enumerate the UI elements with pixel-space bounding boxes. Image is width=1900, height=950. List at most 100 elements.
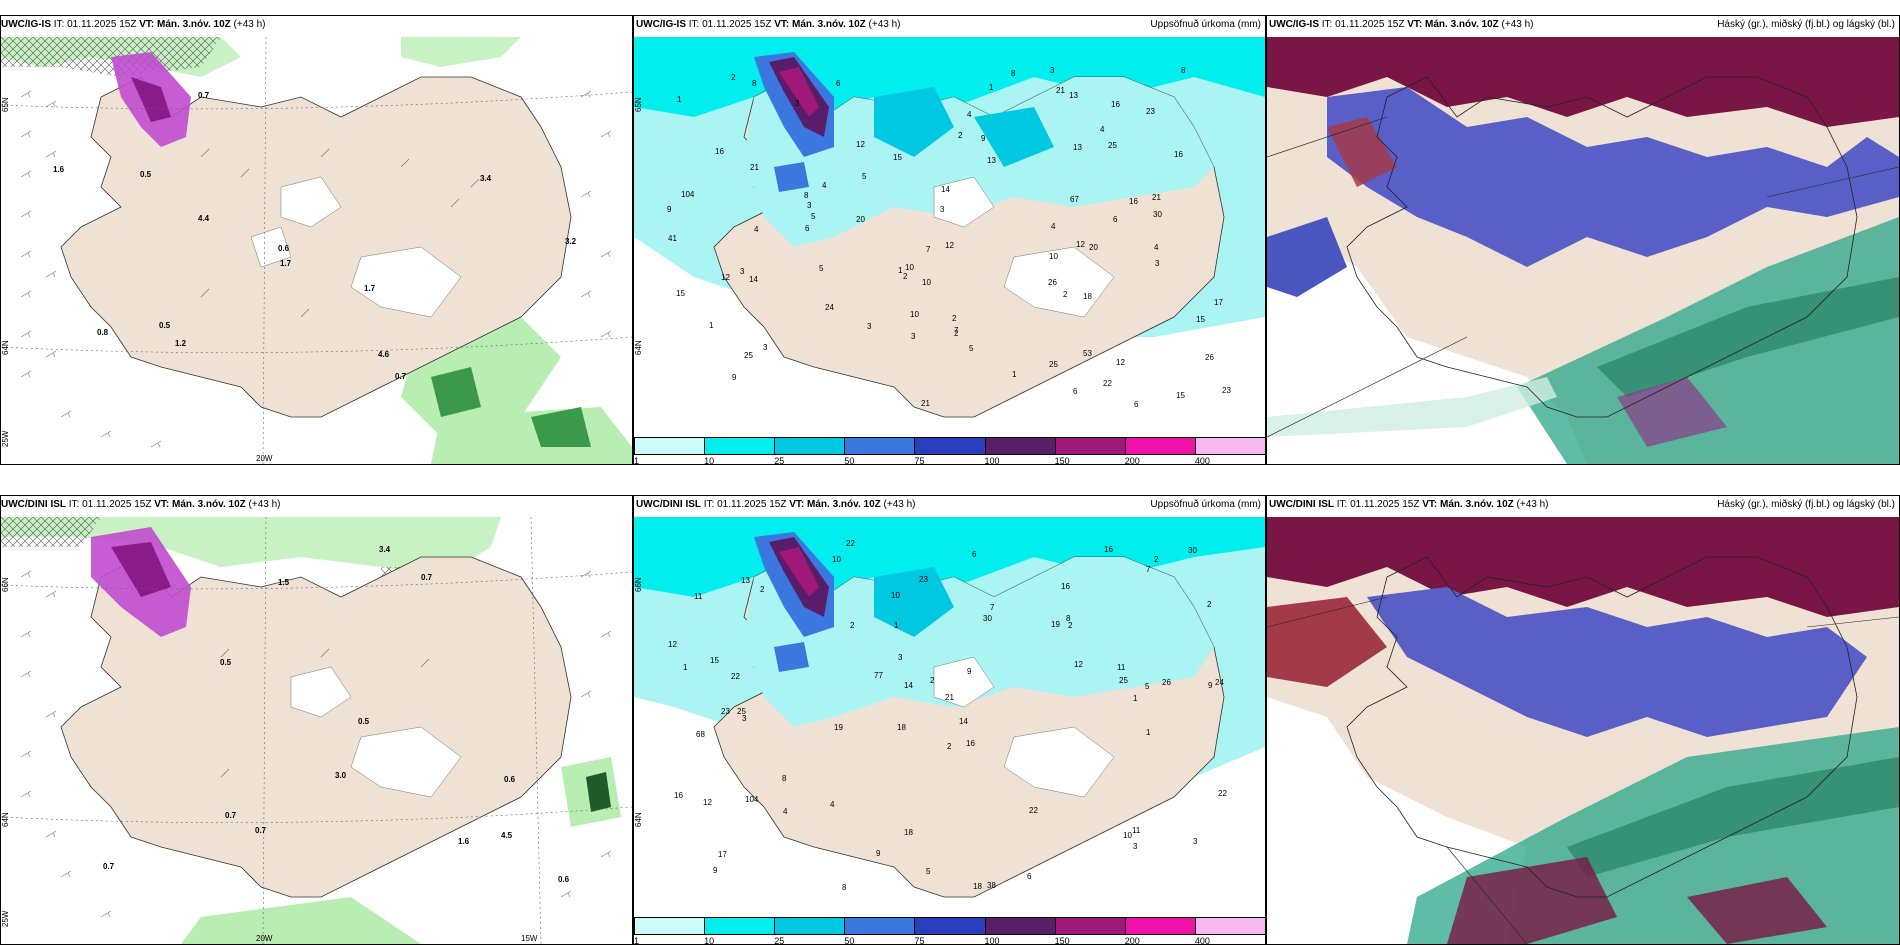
map-area [1267,517,1899,944]
value-label: 13 [1069,91,1078,100]
value-label: 24 [825,303,834,312]
colorbar-tick: 400 [1194,456,1210,465]
value-label: 3 [807,201,812,210]
value-label: 15 [1196,315,1205,324]
value-label: 0.5 [220,658,232,667]
value-label: 13 [741,576,750,585]
grid-line [1,336,632,353]
map-area: 66N 64N 25W 20W 15W 0.7 0.6 0.5 3.0 1.5 3.4 4.… [1,517,632,944]
colorbar-swatch [1194,437,1265,455]
value-label: 3 [1050,66,1055,75]
value-label: 26 [1162,678,1171,687]
lat-label: 64N [1,812,10,827]
value-label: 13 [987,156,996,165]
value-label: 8 [752,79,757,88]
value-label: 2 [903,272,908,281]
value-label: 16 [674,791,683,800]
precip-over-land [744,557,1214,727]
it-label: IT: [1321,19,1333,30]
value-label: 3 [742,714,747,723]
lon-label: 20W [256,934,273,943]
panel-header: UWC/IG-IS IT: 01.11.2025 15Z VT: Mán. 3.… [1,19,266,30]
value-label: 11 [1117,663,1126,672]
panel-header: UWC/DINI ISL IT: 01.11.2025 15Z VT: Mán.… [1,499,281,510]
value-label: 20 [856,215,865,224]
green-precip-core [531,407,591,447]
value-label: 8 [782,774,787,783]
value-label: 10 [910,310,919,319]
value-label: 7 [926,245,931,254]
colorbar-swatch [1054,437,1126,455]
value-label: 3 [867,322,872,331]
grid-line [530,517,542,944]
value-label: 1 [898,266,903,275]
value-label: 12 [856,140,865,149]
colorbar-tick: 1 [634,456,640,465]
green-precip-core [431,367,481,417]
colorbar-tick: 400 [1194,936,1210,945]
value-label: 1 [1012,370,1017,379]
colorbar-swatch [914,917,986,935]
value-label: 25 [1119,676,1128,685]
value-label: 15 [676,289,685,298]
glacier [933,176,995,228]
left-value-labels: 0.7 0.7 0.5 0.5 3.4 4.6 3.2 4.4 1.7 1.2 0.8 1.6 0.6 1… [53,91,577,381]
colorbar-swatch [914,437,986,455]
cloud-map-panel-2: UWC/DINI ISL IT: 01.11.2025 15Z VT: Mán.… [1266,495,1900,945]
value-label: 16 [1174,150,1183,159]
mid-cloud [1327,87,1899,267]
it-value: 01.11.2025 15Z [702,19,772,30]
value-label: 2 [850,621,855,630]
colorbar-tick: 150 [1054,936,1070,945]
value-label: 12 [703,798,712,807]
precip-magenta-core [779,547,819,597]
vt-value: Mán. 3.nóv. 10Z [1425,19,1499,30]
value-label: 1 [683,663,688,672]
grid-line [1,91,632,110]
value-label: 23 [1146,107,1155,116]
value-label: 25 [1049,360,1058,369]
grid-line [1806,616,1899,628]
vt-label: VT: [1422,499,1438,510]
lead-time: (+43 h) [233,19,266,30]
low-cloud-band [1567,757,1899,877]
value-label: 1 [677,95,682,104]
value-label: 14 [749,275,758,284]
value-label: 14 [959,717,968,726]
vt-label: VT: [154,499,170,510]
value-label: 6 [1113,215,1118,224]
value-label: 12 [945,241,954,250]
precip-blue-patch [774,162,809,192]
value-label: 22 [846,539,855,548]
value-label: 2 [1068,621,1073,630]
value-label: 0.6 [278,244,290,253]
colorbar-swatch [1054,917,1126,935]
precip-mid-patch [874,567,954,637]
vt-value: Mán. 3.nóv. 10Z [157,19,231,30]
glacier [280,176,342,228]
vt-value: Mán. 3.nóv. 10Z [172,499,246,510]
value-label: 6 [1073,387,1078,396]
grid-line [1766,166,1899,198]
value-label: 9 [732,373,737,382]
iceland-land [60,76,572,418]
green-precip-area [181,897,421,944]
value-label: 22 [1029,806,1038,815]
colorbar-swatch [844,437,916,455]
wind-barbs [20,570,612,918]
value-label: 9 [667,205,672,214]
value-label: 4 [783,807,788,816]
value-label: 5 [926,867,931,876]
lat-label: 65N [634,97,643,112]
value-label: 3 [898,653,903,662]
colorbar-tick: 10 [704,936,715,945]
value-label: 6 [805,224,810,233]
value-label: 2 [958,131,963,140]
high-cloud-patch [1447,857,1617,944]
model-name: UWC/IG-IS [1269,19,1319,30]
colorbar-tick: 200 [1124,936,1140,945]
lead-time: (+43 h) [1501,19,1534,30]
value-label: 0.6 [504,775,516,784]
precip-mid-patch [874,87,954,157]
colorbar-tick: 10 [704,456,715,465]
